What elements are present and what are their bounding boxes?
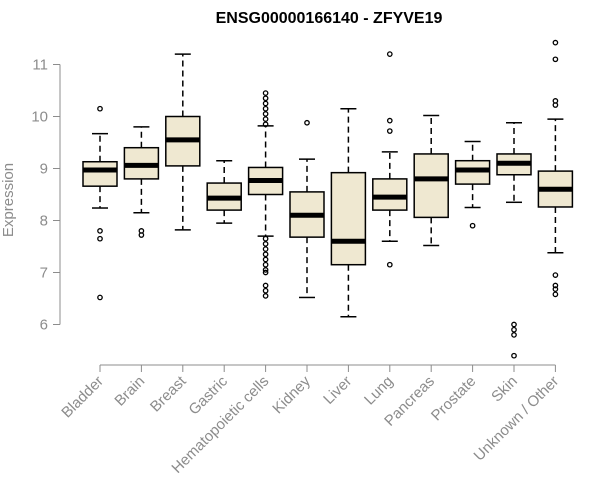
box-prostate <box>454 140 491 229</box>
box-brain <box>123 126 160 238</box>
outlier-point <box>469 222 476 229</box>
outlier-point <box>262 246 269 252</box>
outlier-point <box>262 251 269 258</box>
outlier-point <box>552 272 559 278</box>
outlier-point <box>511 332 517 338</box>
outlier-point <box>552 291 559 298</box>
outlier-point <box>552 282 559 289</box>
outlier-point <box>262 95 269 102</box>
y-tick-label: 9 <box>40 161 48 178</box>
y-tick-label: 6 <box>40 317 48 334</box>
box-unknown-other <box>537 39 574 298</box>
box-breast <box>165 53 201 231</box>
outlier-point <box>386 51 393 57</box>
outlier-point <box>552 102 559 108</box>
x-tick-label: Lung <box>361 373 397 409</box>
y-tick-label: 7 <box>40 265 48 282</box>
box-lung <box>372 51 408 268</box>
outlier-point <box>262 121 269 128</box>
y-axis: 6 7 8 9 10 11 <box>31 57 61 334</box>
box-iqr <box>82 160 118 187</box>
outlier-point <box>511 352 517 359</box>
outlier-point <box>304 119 310 126</box>
x-tick-label: Brain <box>111 373 148 410</box>
outlier-point <box>262 256 269 263</box>
y-tick-label: 11 <box>32 57 48 74</box>
box-iqr <box>330 171 367 266</box>
outlier-point <box>552 39 559 46</box>
outlier-point <box>511 326 517 333</box>
outlier-point <box>386 117 393 124</box>
box-liver <box>330 107 367 318</box>
x-tick-label: Bladder <box>58 373 107 422</box>
outlier-point <box>262 282 269 289</box>
box-skin <box>496 121 532 359</box>
box-iqr <box>413 153 449 219</box>
x-tick-label: Skin <box>488 373 521 406</box>
outlier-point <box>97 105 103 112</box>
box-iqr <box>372 178 408 211</box>
outlier-point <box>386 128 393 134</box>
y-tick-label: 10 <box>31 109 48 126</box>
outlier-point <box>97 228 103 234</box>
box-gastric <box>206 159 242 224</box>
box-hematopoietic-cells <box>247 90 284 299</box>
outlier-point <box>262 287 269 294</box>
outlier-point <box>262 261 269 268</box>
box-bladder <box>82 105 118 301</box>
outlier-point <box>262 267 269 273</box>
outlier-point <box>552 286 559 292</box>
outlier-point <box>262 293 269 299</box>
y-axis-label: Expression <box>0 163 17 237</box>
outlier-point <box>97 294 103 301</box>
outlier-point <box>386 261 393 268</box>
y-tick-label: 8 <box>40 213 48 230</box>
box-pancreas <box>413 114 449 247</box>
x-tick-label: Kidney <box>269 372 314 417</box>
outlier-point <box>552 56 559 63</box>
outlier-point <box>262 269 269 276</box>
outlier-point <box>262 105 269 112</box>
chart-title: ENSG00000166140 - ZFYVE19 <box>216 10 443 27</box>
outlier-point <box>262 90 269 96</box>
outlier-point <box>262 100 269 107</box>
box-series <box>82 39 574 359</box>
outlier-point <box>511 321 517 328</box>
x-tick-label: Prostate <box>428 373 480 425</box>
outlier-point <box>262 116 269 122</box>
outlier-point <box>262 241 269 247</box>
outlier-point <box>138 232 145 238</box>
x-tick-label: Breast <box>147 372 190 415</box>
outlier-point <box>262 111 269 117</box>
x-tick-label: Liver <box>320 373 355 408</box>
box-kidney <box>289 119 325 299</box>
outlier-point <box>262 235 269 242</box>
outlier-point <box>97 235 103 242</box>
